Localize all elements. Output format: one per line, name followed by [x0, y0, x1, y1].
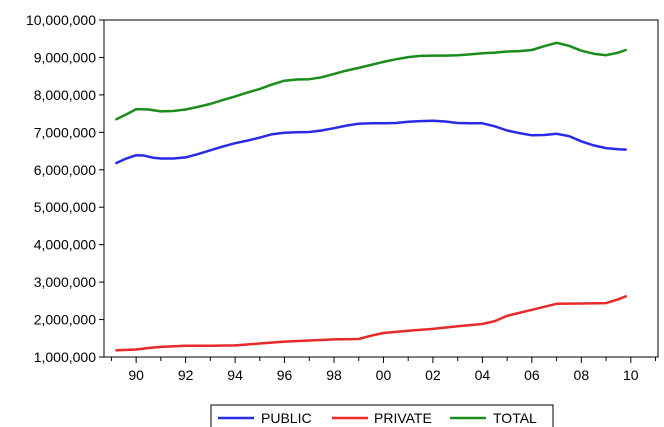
y-axis: 1,000,000 2,000,000 3,000,000 4,000,000 5,00… — [26, 12, 104, 365]
series-line-private — [115, 295, 628, 352]
y-tick-label: 1,000,000 — [34, 349, 96, 365]
legend-label-private: PRIVATE — [374, 410, 432, 426]
plot-area-frame — [103, 19, 659, 358]
x-tick-label: 06 — [524, 367, 540, 383]
series-line-total — [115, 41, 628, 121]
y-tick-label: 3,000,000 — [34, 274, 96, 290]
x-tick-label: 98 — [326, 367, 342, 383]
legend-label-public: PUBLIC — [261, 410, 312, 426]
y-tick-label: 8,000,000 — [34, 87, 96, 103]
legend: PUBLIC PRIVATE TOTAL — [210, 404, 554, 427]
x-tick-label: 10 — [623, 367, 639, 383]
y-tick-label: 10,000,000 — [26, 12, 96, 28]
series-line-public — [115, 119, 628, 165]
legend-label-total: TOTAL — [493, 410, 537, 426]
y-tick-label: 4,000,000 — [34, 237, 96, 253]
y-tick-label: 2,000,000 — [34, 312, 96, 328]
series-layer — [115, 41, 628, 352]
x-tick-label: 92 — [178, 367, 194, 383]
y-tick-label: 5,000,000 — [34, 199, 96, 215]
x-tick-label: 02 — [425, 367, 441, 383]
x-tick-label: 96 — [277, 367, 293, 383]
x-tick-label: 90 — [128, 367, 144, 383]
legend-box — [210, 404, 554, 427]
x-tick-label: 00 — [376, 367, 392, 383]
x-tick-label: 94 — [227, 367, 243, 383]
x-tick-label: 04 — [475, 367, 491, 383]
y-tick-label: 6,000,000 — [34, 162, 96, 178]
y-tick-label: 9,000,000 — [34, 49, 96, 65]
y-tick-label: 7,000,000 — [34, 124, 96, 140]
x-tick-label: 08 — [574, 367, 590, 383]
x-axis: 90 92 94 96 98 00 02 04 06 08 10 — [110, 357, 657, 383]
